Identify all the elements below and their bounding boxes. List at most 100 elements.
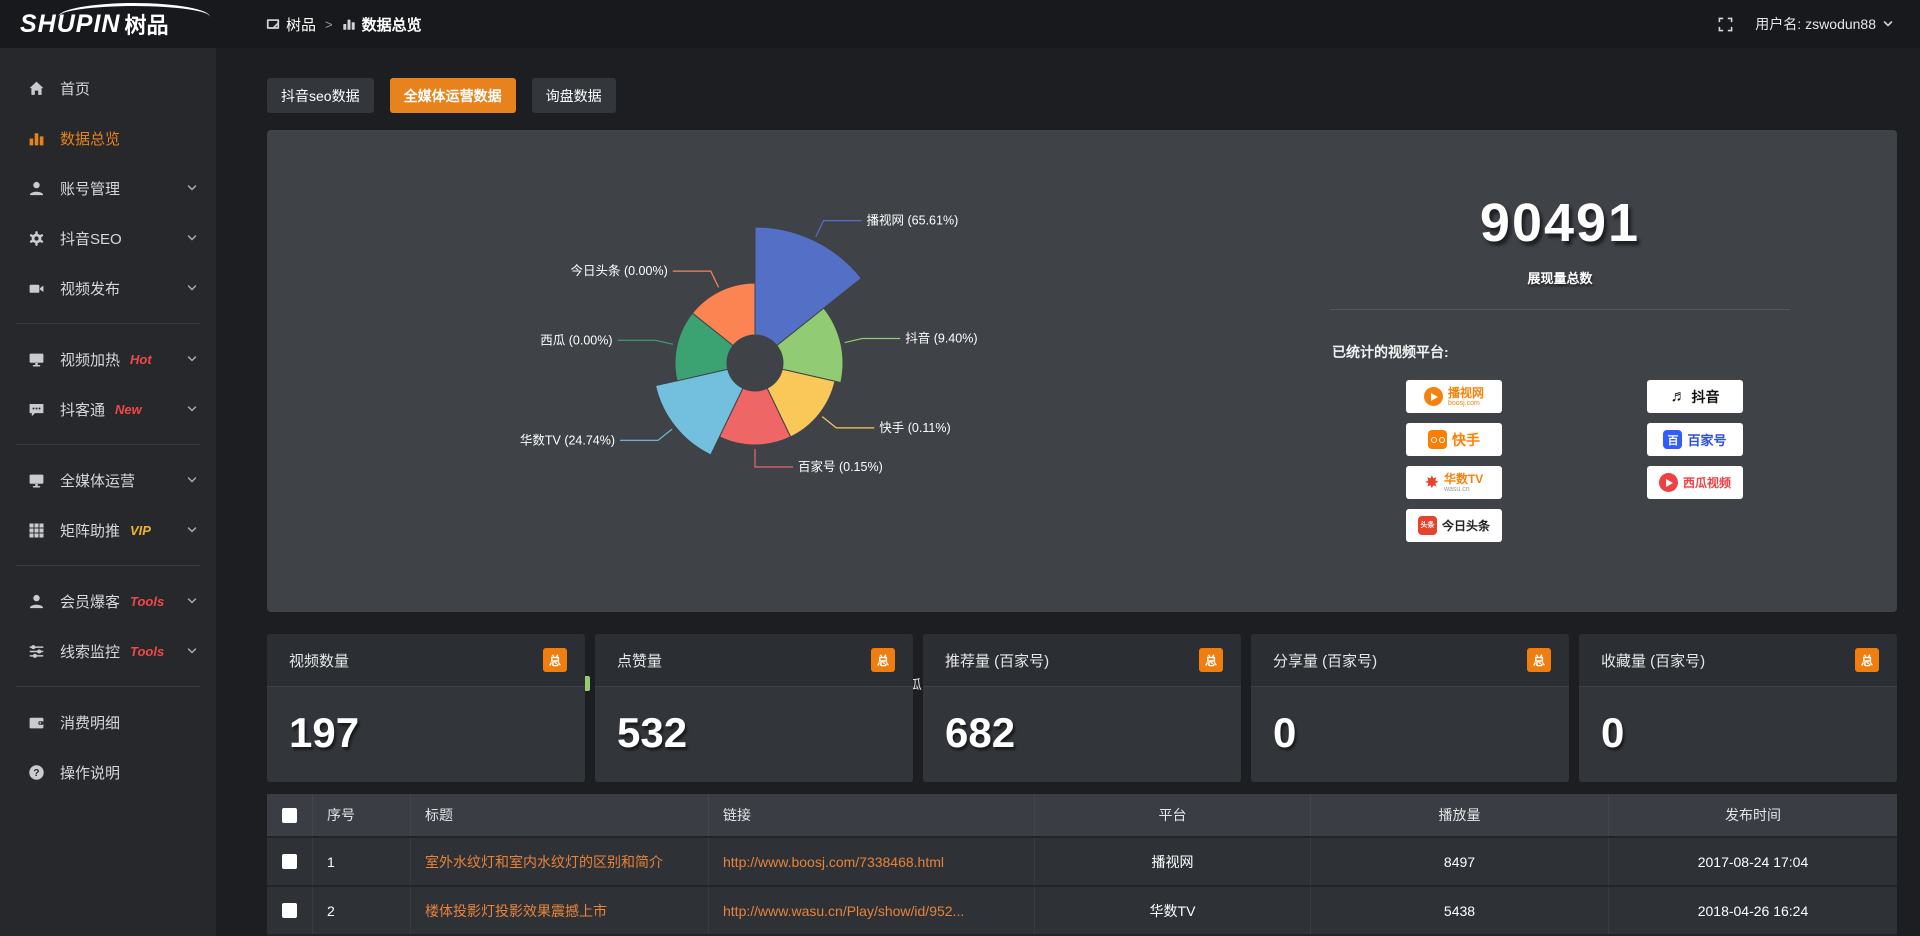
table-row: 1 室外水纹灯和室内水纹灯的区别和简介 http://www.boosj.com/7…	[267, 836, 1897, 885]
sidebar-item-抖客通[interactable]: 抖客通 New	[0, 384, 216, 434]
play-circle-icon	[1658, 473, 1678, 492]
window-icon	[266, 17, 280, 31]
sidebar-item-label: 抖音SEO	[60, 230, 122, 248]
total-badge[interactable]: 总	[1199, 648, 1223, 672]
chevron-down-icon	[186, 353, 198, 365]
pie-label-line	[844, 337, 901, 344]
row-checkbox[interactable]	[282, 903, 297, 918]
table-header-no: 序号	[313, 794, 411, 836]
stat-card-视频数量: 视频数量 总 197	[267, 634, 585, 782]
pie-slice-百家号[interactable]	[718, 387, 792, 446]
table-header-plays: 播放量	[1311, 794, 1609, 836]
sidebar-badge-tools: Tools	[130, 593, 165, 609]
tab-抖音seo数据[interactable]: 抖音seo数据	[267, 78, 374, 113]
stat-card-推荐量 (百家号): 推荐量 (百家号) 总 682	[923, 634, 1241, 782]
sidebar-badge-hot: Hot	[130, 351, 152, 367]
pie-slice-西瓜[interactable]	[674, 312, 734, 382]
pie-label-西瓜: 西瓜 (0.00%)	[540, 333, 612, 347]
sidebar-item-数据总览[interactable]: 数据总览	[0, 113, 216, 163]
sidebar-item-抖音SEO[interactable]: 抖音SEO	[0, 213, 216, 263]
stat-card-点赞量: 点赞量 总 532	[595, 634, 913, 782]
total-badge[interactable]: 总	[1527, 648, 1551, 672]
rose-pie-chart: 播视网 (65.61%) 抖音 (9.40%) 快手 (0.11%) 百家号 (0.1…	[267, 130, 1307, 612]
platform-badge-快手: 快手	[1406, 423, 1502, 456]
total-badge[interactable]: 总	[871, 648, 895, 672]
stat-cards-row: 视频数量总 197 点赞量总 532 推荐量 (百家号) 总 682 分享量 (百家号) 总 0 收…	[267, 634, 1897, 782]
user-menu[interactable]: 用户名: zswodun88	[1755, 14, 1894, 34]
pie-slice-快手[interactable]	[766, 368, 836, 438]
breadcrumb-root[interactable]: 树品	[266, 14, 316, 35]
breadcrumb-current-label: 数据总览	[361, 16, 422, 34]
sidebar-item-label: 首页	[60, 80, 91, 98]
platform-badge-播视网: 播视网 boosj.com	[1406, 380, 1502, 413]
gear-icon	[28, 230, 45, 247]
cell-plays: 5438	[1311, 887, 1609, 934]
videos-table: 序号 标题 链接 平台 播放量 发布时间 1 室外水纹灯和室内水纹灯的区别和简介 http://…	[267, 794, 1897, 936]
pie-slice-抖音[interactable]	[776, 307, 844, 384]
sidebar-item-会员爆客[interactable]: 会员爆客 Tools	[0, 576, 216, 626]
sidebar-item-全媒体运营[interactable]: 全媒体运营	[0, 455, 216, 505]
baijiahao-icon: 百	[1663, 430, 1683, 449]
pie-slice-播视网[interactable]	[754, 226, 863, 347]
user-icon	[28, 180, 45, 197]
breadcrumb-current[interactable]: 数据总览	[342, 14, 422, 35]
chevron-down-icon	[186, 232, 198, 244]
tab-全媒体运营数据[interactable]: 全媒体运营数据	[389, 78, 516, 113]
fullscreen-button[interactable]	[1718, 17, 1733, 32]
table-header-link: 链接	[709, 794, 1035, 836]
app-logo[interactable]: SHUPIN 树品	[0, 0, 216, 48]
chevron-down-icon	[186, 182, 198, 194]
pie-label-快手: 快手 (0.11%)	[879, 421, 950, 435]
chevron-down-icon	[186, 524, 198, 536]
sidebar-item-label: 账号管理	[60, 180, 121, 198]
cell-link[interactable]: http://www.wasu.cn/Play/show/id/952...	[709, 887, 1035, 934]
total-badge[interactable]: 总	[543, 648, 567, 672]
platforms-title: 已统计的视频平台:	[1332, 344, 1449, 360]
impressions-overview: 90491 展现量总数 已统计的视频平台: 播视网 boosj.com 快手 ✸ 华数T…	[1330, 130, 1790, 612]
chevron-down-icon	[186, 645, 198, 657]
sidebar-divider	[16, 565, 200, 566]
sidebar-item-账号管理[interactable]: 账号管理	[0, 163, 216, 213]
bar-chart-icon	[28, 130, 45, 147]
sidebar-item-视频加热[interactable]: 视频加热 Hot	[0, 334, 216, 384]
sidebar-item-label: 视频加热	[60, 351, 121, 369]
pie-slice-今日头条[interactable]	[691, 282, 756, 347]
sidebar-item-操作说明[interactable]: ? 操作说明	[0, 747, 216, 797]
svg-text:?: ?	[33, 767, 39, 778]
pie-label-line	[620, 428, 673, 441]
platform-badge-百家号: 百百家号	[1647, 423, 1743, 456]
row-checkbox[interactable]	[282, 854, 297, 869]
grid-icon	[28, 522, 45, 539]
stat-card-value: 532	[617, 709, 688, 756]
sidebar-item-矩阵助推[interactable]: 矩阵助推 VIP	[0, 505, 216, 555]
pie-slice-华数TV[interactable]	[654, 368, 744, 456]
sidebar-item-label: 会员爆客	[60, 593, 121, 611]
sidebar-item-首页[interactable]: 首页	[0, 63, 216, 113]
sidebar-item-视频发布[interactable]: 视频发布	[0, 263, 216, 313]
table-header-platform: 平台	[1035, 794, 1311, 836]
stat-card-分享量 (百家号): 分享量 (百家号) 总 0	[1251, 634, 1569, 782]
stat-card-header: 点赞量 总	[595, 634, 913, 687]
select-all-checkbox[interactable]	[282, 807, 297, 823]
cell-title[interactable]: 楼体投影灯投影效果震撼上市	[411, 887, 709, 934]
stat-card-value: 0	[1601, 709, 1625, 756]
sidebar-item-label: 线索监控	[60, 643, 121, 661]
sidebar-item-消费明细[interactable]: 消费明细	[0, 697, 216, 747]
sidebar-item-label: 操作说明	[60, 764, 121, 782]
stat-card-header: 收藏量 (百家号) 总	[1579, 634, 1897, 687]
cell-time: 2017-08-24 17:04	[1697, 853, 1809, 870]
platform-badge-西瓜视频: 西瓜视频	[1647, 466, 1743, 499]
total-badge[interactable]: 总	[1855, 648, 1879, 672]
cell-link[interactable]: http://www.boosj.com/7338468.html	[709, 838, 1035, 885]
sidebar-divider	[16, 444, 200, 445]
platform-badges-right: ♬ 抖音百百家号 西瓜视频	[1647, 380, 1743, 499]
tab-询盘数据[interactable]: 询盘数据	[531, 78, 616, 113]
sidebar-item-label: 全媒体运营	[60, 472, 136, 490]
sidebar-item-线索监控[interactable]: 线索监控 Tools	[0, 626, 216, 676]
cell-title[interactable]: 室外水纹灯和室内水纹灯的区别和简介	[411, 838, 709, 885]
bar-chart-icon	[342, 17, 356, 31]
pie-label-今日头条: 今日头条 (0.00%)	[570, 263, 667, 278]
breadcrumb: 树品 > 数据总览	[266, 14, 422, 35]
platform-badge-华数TV: ✸ 华数TV wasu.cn	[1406, 466, 1502, 499]
username-prefix: 用户名:	[1755, 16, 1802, 32]
